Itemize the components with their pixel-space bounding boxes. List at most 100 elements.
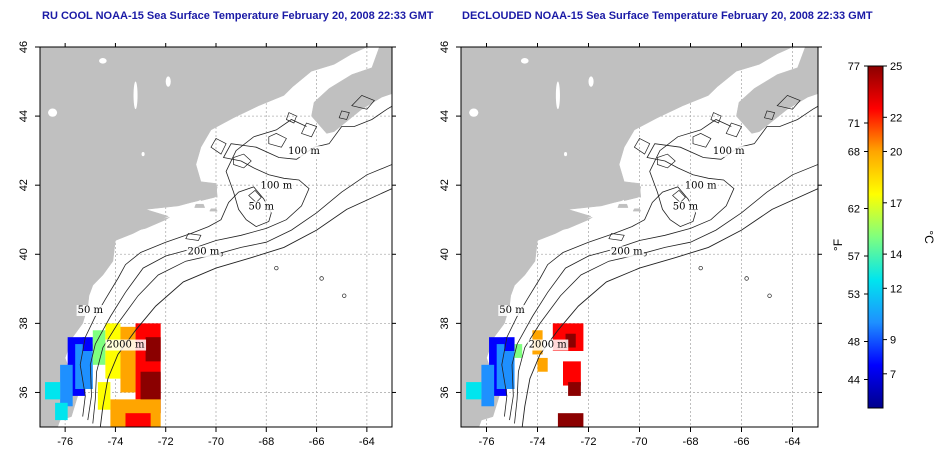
lat-tick-label: 44	[18, 110, 30, 122]
lake	[99, 58, 107, 64]
contour-label-bg	[683, 180, 719, 192]
celsius-tick-label: 22	[890, 112, 902, 124]
landmass	[461, 47, 793, 427]
fahrenheit-tick-label: 53	[848, 289, 860, 301]
sst-pixel-block	[557, 413, 584, 427]
lake	[133, 81, 138, 110]
isobath-100m	[87, 105, 392, 421]
isobath-loop	[301, 122, 318, 138]
contour-label-bg	[186, 246, 221, 258]
celsius-tick-label: 25	[890, 61, 902, 73]
isobath-loop	[725, 122, 742, 138]
fahrenheit-unit-label: °F	[831, 239, 845, 251]
lon-tick-label: -66	[309, 436, 325, 448]
lon-tick-label: -68	[258, 436, 274, 448]
left-map-title: RU COOL NOAA-15 Sea Surface Temperature …	[42, 10, 434, 22]
lon-tick-label: -70	[208, 436, 224, 448]
temperature-colorbar: 77 71 68 62 57 53 48 44 25 22 20 17 14 12 9 7 °F °C	[831, 61, 936, 409]
celsius-unit-label: °C	[922, 230, 936, 244]
lat-tick-label: 40	[18, 248, 30, 260]
contour-label: 2000 m	[106, 340, 145, 351]
landmass	[200, 183, 218, 202]
lat-tick-label: 38	[439, 317, 451, 329]
contour-label: 100 m	[713, 146, 745, 157]
contour-label-bg	[671, 201, 700, 213]
isobath-200m	[514, 164, 818, 424]
lat-tick-label: 46	[18, 41, 30, 53]
contour-label-bg	[259, 180, 294, 192]
isobath-loop	[233, 153, 252, 169]
sst-pixel-block	[82, 337, 93, 351]
seamount-contour	[342, 293, 347, 298]
lat-tick-label: 44	[439, 110, 451, 122]
contour-label-bg	[287, 146, 322, 158]
contour-label: 50 m	[249, 201, 275, 212]
isobath-loop	[268, 133, 287, 148]
landmass	[537, 217, 593, 236]
isobath-loop	[248, 189, 262, 203]
fahrenheit-tick-label: 62	[848, 204, 860, 216]
isobath-loop	[672, 189, 686, 203]
isobath-200m	[92, 164, 392, 424]
contour-label-bg	[498, 305, 527, 316]
contour-label: 100 m	[288, 146, 320, 157]
landmass	[40, 47, 368, 427]
lake	[588, 76, 594, 87]
landmass	[617, 203, 629, 208]
isobath-loop	[692, 133, 712, 148]
lake	[564, 152, 568, 157]
lat-tick-label: 42	[18, 179, 30, 191]
isobath-loop	[338, 110, 350, 120]
contour-label-bg	[711, 146, 747, 158]
left-map-contour-labels: 100 m 100 m 50 m 200 m 50 m 2000 m	[76, 146, 322, 351]
contour-label: 200 m	[611, 246, 643, 257]
lat-tick-label: 40	[439, 248, 451, 260]
colorbar-fahrenheit-ticks: 77 71 68 62 57 53 48 44	[848, 61, 868, 387]
celsius-tick-label: 9	[890, 335, 896, 347]
sst-pixel-block	[45, 382, 61, 400]
left-map-land	[40, 47, 392, 427]
lon-tick-label: -76	[57, 436, 73, 448]
right-map-axes: -76 -74 -72 -70 -68 -66 -64 36 38 40 42 44 46	[439, 41, 822, 448]
contour-label: 200 m	[188, 246, 220, 257]
celsius-tick-label: 12	[890, 283, 902, 295]
isobath-loop	[285, 112, 297, 124]
isobath-2000m	[99, 188, 392, 427]
right-map-bathymetry-contours	[501, 94, 818, 427]
sst-pixel-block	[92, 330, 106, 365]
lon-tick-label: -76	[479, 436, 495, 448]
lon-tick-label: -70	[632, 436, 648, 448]
lat-tick-label: 46	[439, 41, 451, 53]
fahrenheit-tick-label: 48	[848, 337, 860, 349]
fahrenheit-tick-label: 77	[848, 61, 860, 73]
isobath-2000m	[521, 188, 818, 427]
celsius-tick-label: 20	[890, 147, 902, 159]
contour-label: 2000 m	[529, 340, 568, 351]
left-map-axes: -76 -74 -72 -70 -68 -66 -64 36 38 40 42 44 46	[18, 41, 396, 448]
lon-tick-label: -68	[683, 436, 699, 448]
landmass	[115, 217, 170, 236]
contour-label-bg	[76, 305, 105, 316]
sst-pixel-block	[496, 344, 515, 389]
seamount-contour	[744, 276, 749, 281]
contour-label-bg	[609, 246, 645, 258]
sst-pixel-block	[481, 364, 495, 407]
celsius-tick-label: 7	[890, 369, 896, 381]
landmass	[623, 183, 642, 202]
seamount-contour	[319, 276, 324, 281]
fahrenheit-tick-label: 44	[848, 375, 860, 387]
right-map-contour-labels: 100 m 100 m 50 m 200 m 50 m 2000 m	[498, 146, 747, 351]
contour-label-bg	[105, 339, 147, 351]
sst-pixel-block	[563, 361, 581, 386]
lake	[165, 76, 171, 87]
lake	[520, 58, 529, 64]
fahrenheit-tick-label: 71	[848, 118, 860, 130]
isobath-loop	[657, 153, 676, 169]
sst-pixel-block	[60, 364, 73, 407]
isobath-loop	[633, 138, 651, 155]
isobath-loop	[776, 94, 801, 110]
lake	[469, 108, 479, 117]
right-map-land	[461, 47, 818, 427]
fahrenheit-tick-label: 68	[848, 147, 860, 159]
